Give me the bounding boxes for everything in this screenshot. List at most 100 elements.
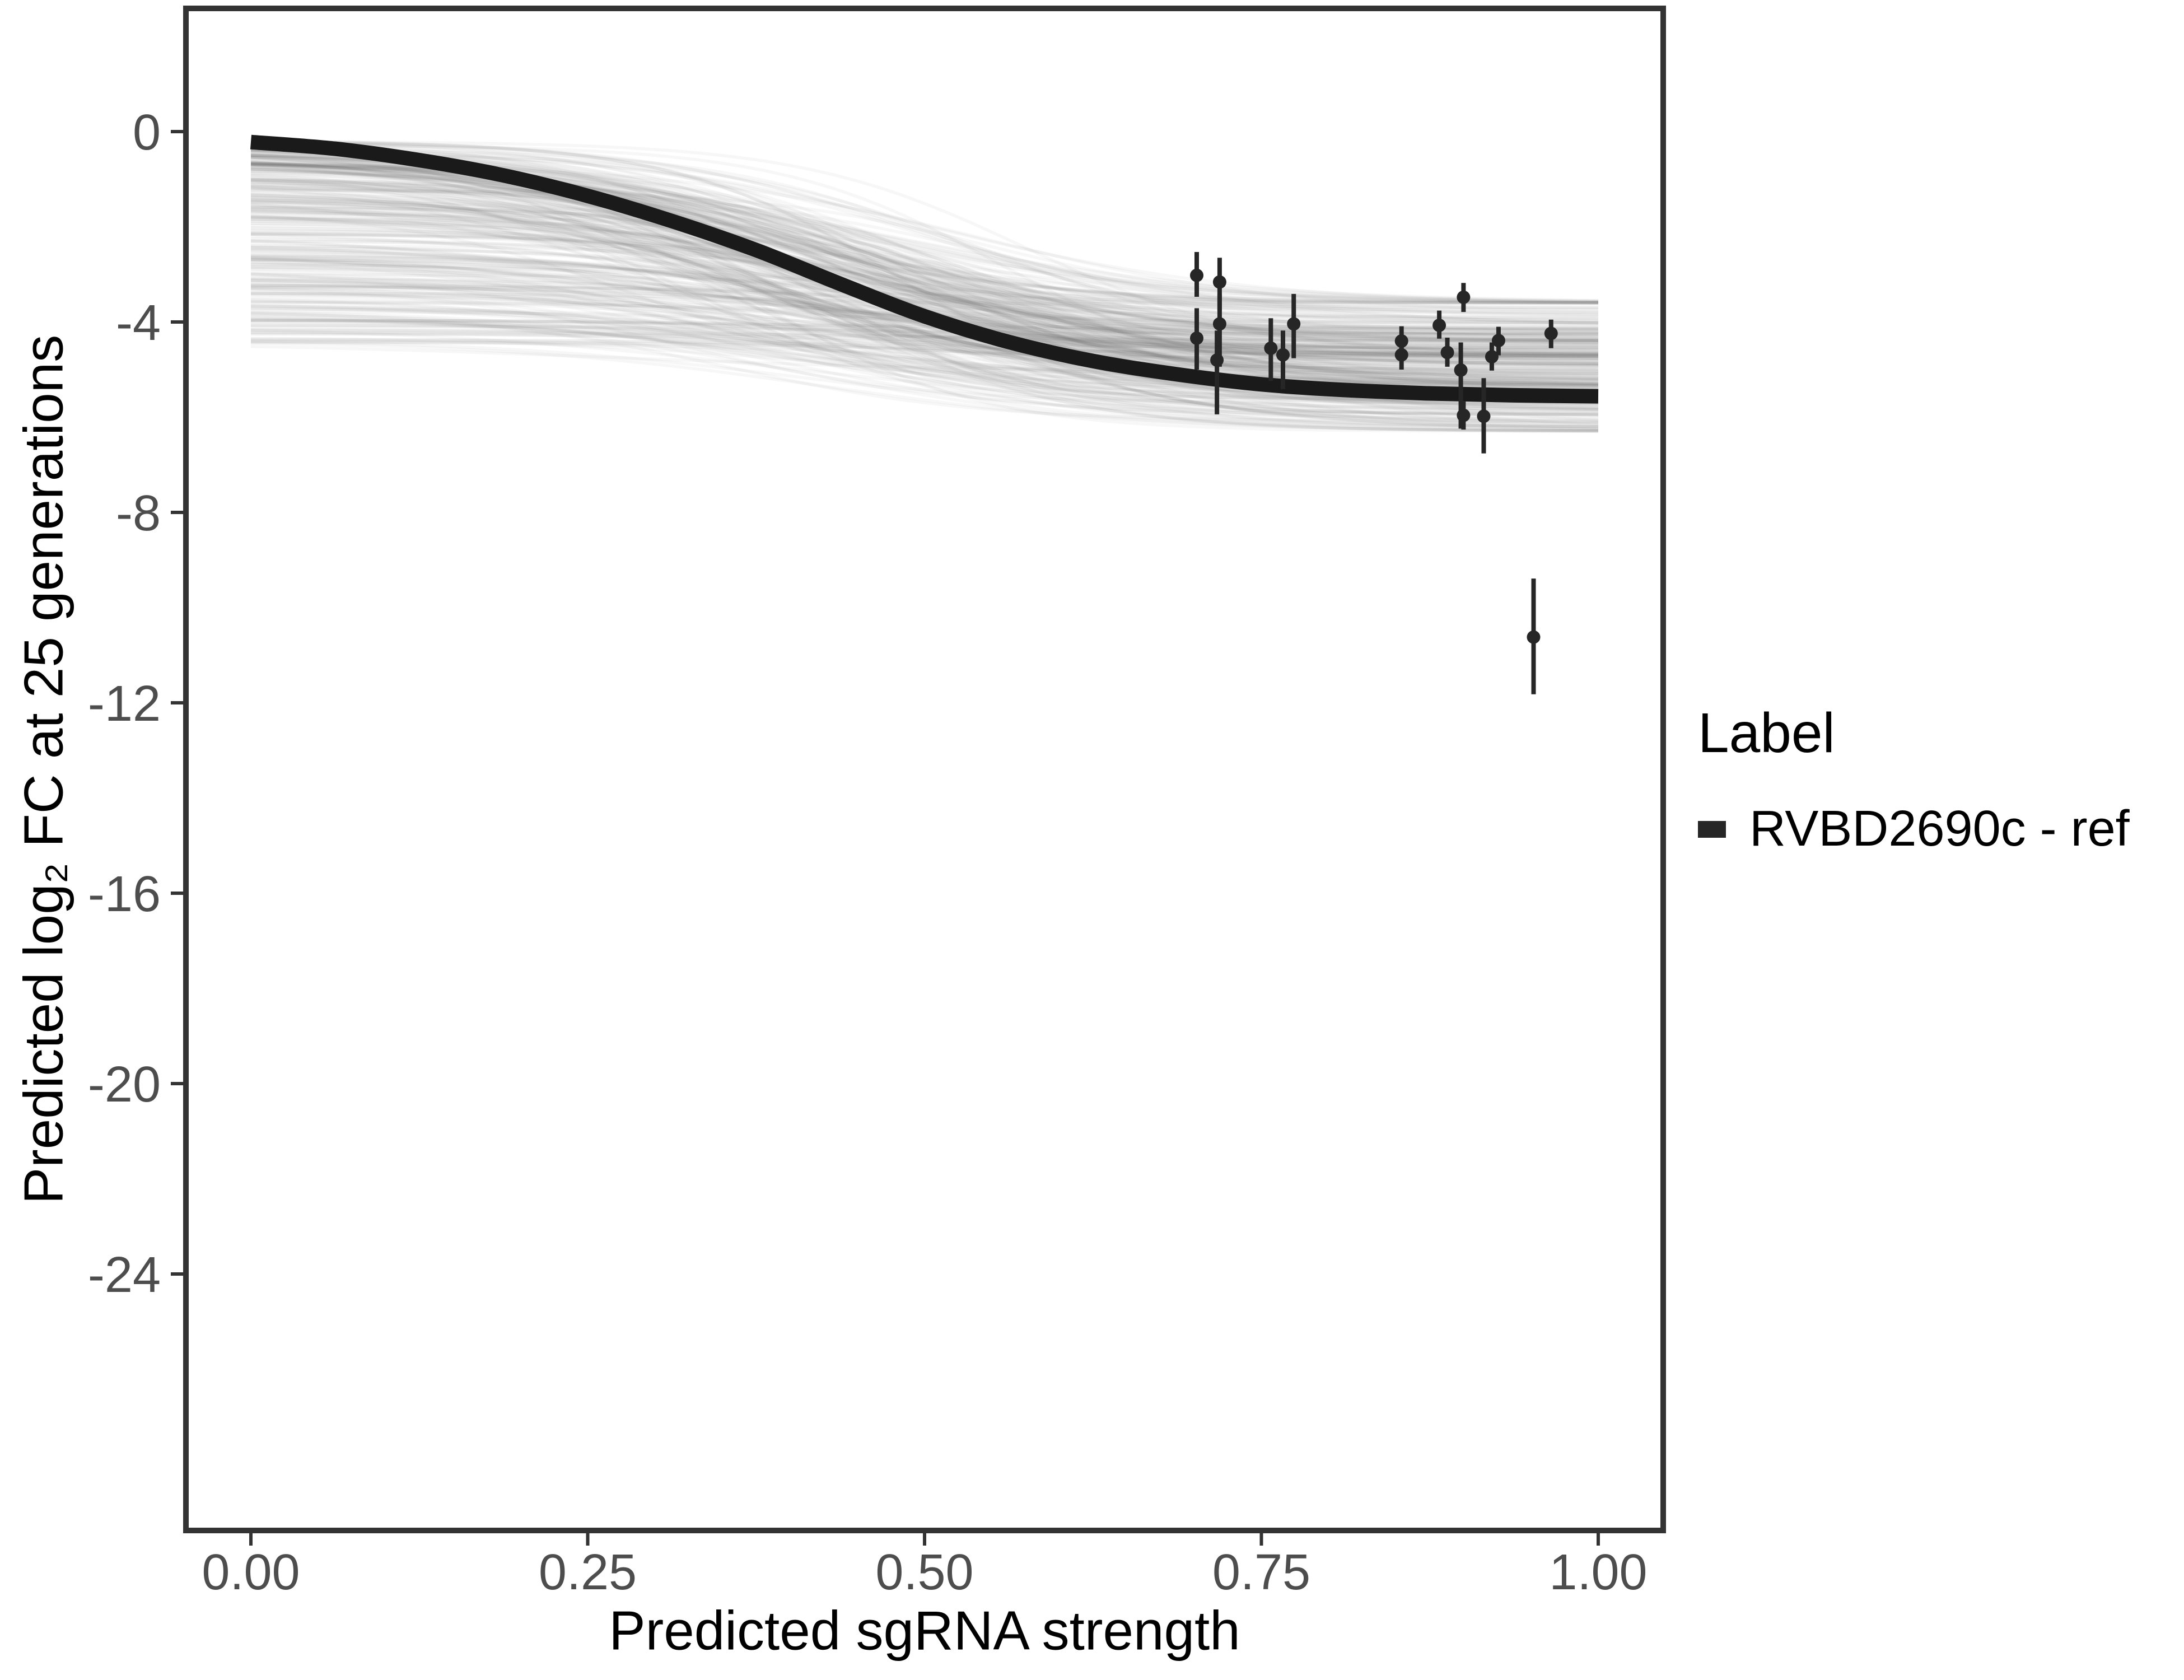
posterior-sample-line: [250, 192, 1599, 304]
data-point: [1210, 353, 1224, 367]
posterior-sample-line: [250, 331, 1599, 367]
posterior-sample-line: [250, 342, 1599, 433]
posterior-sample-line: [250, 162, 1599, 352]
data-point: [1287, 317, 1301, 331]
y-tick-label: -4: [116, 295, 161, 351]
posterior-sample-line: [250, 164, 1599, 342]
posterior-sample-line: [250, 151, 1599, 328]
posterior-sample-line: [250, 283, 1598, 305]
posterior-sample-line: [250, 184, 1599, 424]
posterior-sample-line: [250, 219, 1599, 304]
y-tick-label: -24: [88, 1247, 161, 1303]
data-point: [1190, 268, 1204, 282]
posterior-sample-line: [250, 141, 1599, 310]
posterior-sample-line: [250, 208, 1599, 382]
posterior-sample-line: [250, 265, 1599, 334]
posterior-sample-line: [251, 339, 1598, 357]
posterior-sample-line: [250, 202, 1599, 353]
posterior-sample-line: [250, 246, 1599, 385]
posterior-sample-line: [250, 319, 1598, 335]
posterior-sample-line: [250, 232, 1599, 321]
y-tick-label: -8: [116, 486, 161, 542]
posterior-sample-line: [250, 300, 1599, 382]
posterior-sample-line: [250, 270, 1599, 409]
posterior-sample-line: [250, 268, 1599, 380]
posterior-sample-line: [250, 139, 1599, 423]
data-point: [1477, 409, 1491, 423]
posterior-sample-line: [250, 207, 1599, 377]
posterior-sample-line: [250, 244, 1599, 359]
posterior-sample-line: [250, 297, 1599, 405]
posterior-sample-line: [250, 223, 1599, 305]
posterior-sample-line: [250, 195, 1599, 376]
posterior-sample-line: [250, 260, 1599, 417]
x-tick-label: 1.00: [1549, 1544, 1647, 1600]
posterior-sample-line: [250, 248, 1599, 357]
posterior-sample-line: [250, 328, 1599, 343]
posterior-sample-line: [250, 178, 1598, 403]
posterior-sample-line: [251, 307, 1598, 346]
posterior-sample-line: [250, 293, 1599, 387]
posterior-sample-line: [250, 206, 1599, 360]
posterior-sample-line: [250, 177, 1599, 367]
posterior-sample-line: [250, 312, 1598, 423]
posterior-sample-line: [250, 281, 1599, 411]
posterior-sample-line: [250, 144, 1599, 386]
posterior-sample-line: [250, 171, 1599, 358]
posterior-sample-line: [250, 169, 1599, 365]
posterior-sample-line: [250, 167, 1599, 386]
posterior-sample-line: [250, 179, 1599, 428]
posterior-sample-line: [250, 139, 1599, 425]
panel-border: [183, 6, 1666, 1533]
posterior-sample-line: [250, 229, 1599, 354]
posterior-sample-line: [250, 292, 1599, 371]
posterior-sample-line: [250, 162, 1598, 402]
posterior-sample-line: [250, 231, 1599, 388]
posterior-sample-line: [251, 310, 1599, 355]
posterior-sample-line: [250, 167, 1599, 317]
posterior-sample-line: [250, 140, 1599, 332]
posterior-sample-line: [250, 256, 1599, 388]
posterior-sample-line: [250, 278, 1599, 338]
posterior-sample-line: [250, 328, 1599, 411]
posterior-sample-line: [250, 149, 1599, 330]
posterior-sample-line: [250, 162, 1599, 414]
posterior-sample-line: [250, 332, 1598, 347]
posterior-sample-line: [250, 337, 1599, 416]
posterior-sample-line: [250, 208, 1599, 343]
y-axis-ticks: 0 -4 -8 -12 -16 -20 -24: [88, 105, 183, 1303]
posterior-sample-line: [250, 172, 1599, 427]
posterior-sample-line: [250, 193, 1599, 416]
posterior-sample-line: [250, 328, 1599, 362]
data-point: [1527, 630, 1541, 644]
posterior-sample-line: [250, 319, 1598, 358]
posterior-sample-line: [250, 345, 1599, 374]
posterior-sample-line: [250, 208, 1599, 325]
posterior-sample-line: [250, 257, 1599, 373]
data-point: [1212, 317, 1226, 331]
posterior-sample-line: [250, 216, 1599, 418]
posterior-sample-line: [250, 209, 1599, 333]
posterior-sample-line: [250, 258, 1599, 363]
posterior-sample-line: [250, 170, 1599, 380]
data-point: [1485, 350, 1499, 364]
data-point: [1457, 290, 1471, 304]
x-tick-label: 0.00: [202, 1544, 300, 1600]
posterior-sample-line: [250, 216, 1599, 433]
fit-curve-line: [250, 134, 1599, 404]
posterior-sample-line: [250, 254, 1599, 410]
data-point: [1432, 318, 1446, 332]
posterior-sample-line: [250, 186, 1599, 411]
posterior-sample-line: [250, 258, 1599, 365]
posterior-sample-line: [250, 233, 1599, 348]
data-point: [1276, 348, 1290, 362]
posterior-sample-line: [250, 214, 1598, 376]
posterior-sample-line: [250, 167, 1599, 304]
posterior-sample-line: [250, 193, 1599, 353]
posterior-sample-line: [250, 173, 1599, 336]
posterior-sample-line: [250, 283, 1598, 370]
posterior-sample-line: [250, 273, 1599, 358]
data-point: [1190, 331, 1204, 345]
posterior-sample-line: [250, 151, 1599, 356]
